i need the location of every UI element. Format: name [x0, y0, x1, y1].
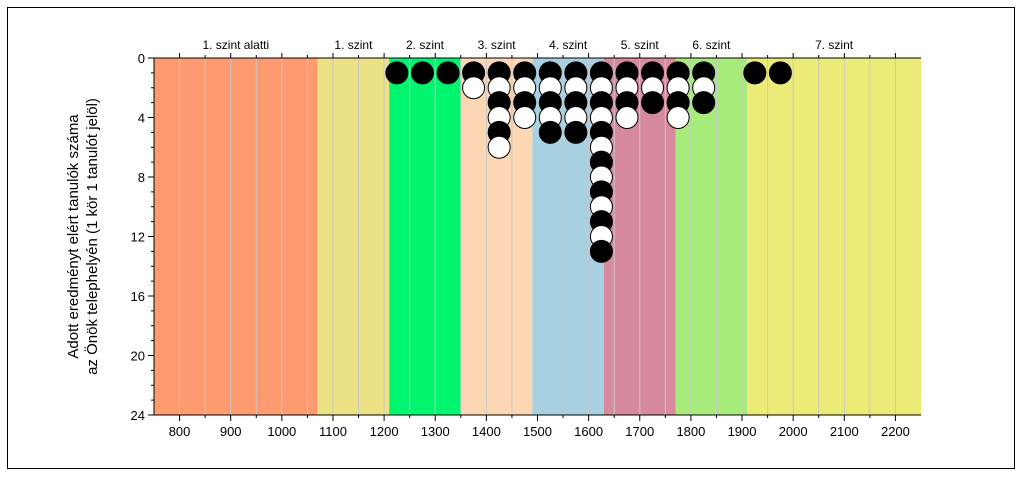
student-dot — [513, 106, 537, 129]
x-tick-label: 2100 — [830, 424, 859, 439]
vertical-gridlines — [179, 58, 896, 415]
x-tick-label: 1600 — [574, 424, 603, 439]
axes: 800 900 1000 1100 1200 1300 1400 1500 1600 1700 18… — [131, 51, 921, 439]
band-label-2: 1. szint — [334, 38, 373, 52]
level-band-8 — [747, 58, 921, 415]
student-dots — [385, 61, 792, 263]
student-dot — [538, 120, 562, 144]
student-dot — [487, 135, 511, 159]
student-dot — [692, 91, 716, 115]
y-axis-title-line-1: Adott eredményt elért tanulók száma — [65, 114, 82, 359]
student-dot — [462, 76, 486, 100]
level-band-3 — [389, 58, 461, 415]
x-tick-label: 1500 — [523, 424, 552, 439]
y-axis-title-line-2: az Önök telephelyén (1 kör 1 tanulót jel… — [83, 98, 101, 375]
x-tick-label: 900 — [220, 424, 242, 439]
student-dot — [615, 106, 639, 129]
band-label-1: 1. szint alatti — [202, 38, 269, 52]
y-tick-label: 0 — [138, 51, 145, 66]
student-dot — [768, 61, 792, 85]
band-label-8: 7. szint — [815, 38, 854, 52]
x-tick-label: 1000 — [267, 424, 296, 439]
x-tick-label: 2200 — [881, 424, 910, 439]
y-tick-label: 24 — [131, 408, 145, 423]
x-tick-label: 800 — [169, 424, 191, 439]
x-tick-label: 1200 — [370, 424, 399, 439]
x-tick-label: 2000 — [779, 424, 808, 439]
band-label-3: 2. szint — [406, 38, 445, 52]
x-tick-label: 1400 — [472, 424, 501, 439]
x-tick-label: 1100 — [319, 424, 347, 439]
student-dot — [666, 106, 690, 129]
band-label-5: 4. szint — [549, 38, 588, 52]
band-label-6: 5. szint — [621, 38, 660, 52]
y-tick-label: 16 — [131, 289, 145, 304]
student-dot — [641, 91, 665, 115]
student-dot — [564, 120, 588, 144]
student-dot — [743, 61, 767, 85]
level-band-2 — [317, 58, 390, 415]
chart-frame: 800 900 1000 1100 1200 1300 1400 1500 1600 1700 18… — [7, 7, 1015, 469]
x-tick-label: 1700 — [625, 424, 654, 439]
band-label-4: 3. szint — [478, 38, 517, 52]
student-dot — [436, 61, 460, 85]
dot-chart: 800 900 1000 1100 1200 1300 1400 1500 1600 1700 18… — [65, 38, 921, 439]
band-labels: 1. szint alatti 1. szint 2. szint 3. szint 4… — [202, 38, 853, 52]
x-tick-label: 1900 — [728, 424, 757, 439]
y-tick-label: 4 — [138, 111, 145, 126]
y-tick-label: 20 — [131, 349, 145, 364]
y-tick-label: 8 — [138, 170, 145, 185]
student-dot — [589, 239, 613, 263]
x-tick-label: 1800 — [676, 424, 705, 439]
student-dot — [410, 61, 434, 85]
y-tick-label: 12 — [131, 230, 145, 245]
band-label-7: 6. szint — [692, 38, 731, 52]
x-tick-label: 1300 — [421, 424, 450, 439]
level-band-1 — [154, 58, 318, 415]
student-dot — [385, 61, 409, 85]
